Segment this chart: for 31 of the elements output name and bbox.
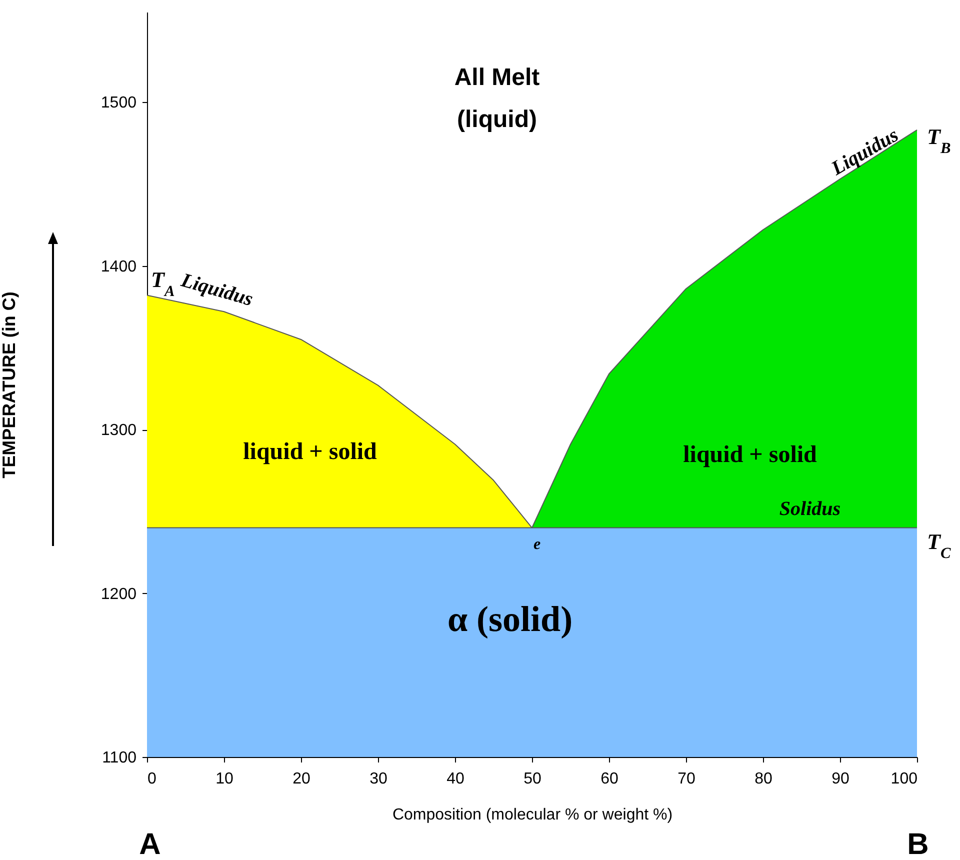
annotation: All Melt <box>454 64 540 91</box>
y-tick-label: 1400 <box>100 258 137 276</box>
x-tick-label: 0 <box>148 770 156 788</box>
x-tick-label: 20 <box>292 770 310 788</box>
x-tick-label: 70 <box>678 770 696 788</box>
x-tick-label: 60 <box>600 770 618 788</box>
x-tick-label: 40 <box>446 770 464 788</box>
annotation: Solidus <box>779 498 841 520</box>
x-axis-title: Composition (molecular % or weight %) <box>392 806 673 824</box>
x-tick-label: 80 <box>754 770 772 788</box>
text: B <box>907 828 929 860</box>
x-tick-label: 30 <box>370 770 388 788</box>
y-axis-title: TEMPERATURE (in C) <box>0 292 19 478</box>
x-tick-label: 10 <box>216 770 234 788</box>
annotation: α (solid) <box>447 599 573 639</box>
y-tick-label: 1100 <box>102 750 137 766</box>
text: T$_{C}$ <box>927 529 952 562</box>
x-tick-label: 100 <box>890 770 918 788</box>
text: T$_{B}$ <box>927 124 951 156</box>
annotation: liquid + solid <box>243 439 378 465</box>
annotation: e <box>533 536 541 553</box>
y-tick-label: 1200 <box>100 586 137 603</box>
annotation: (liquid) <box>457 106 537 133</box>
annotation: T$_{A}$ <box>151 267 175 300</box>
x-tick-label: 50 <box>524 770 542 788</box>
x-tick-label: 90 <box>832 770 850 788</box>
y-tick-label: 1500 <box>100 94 137 112</box>
text: A <box>139 828 161 860</box>
annotation: liquid + solid <box>683 442 818 468</box>
annotation: Liquidus <box>178 269 256 311</box>
y-tick-label: 1300 <box>100 422 137 440</box>
